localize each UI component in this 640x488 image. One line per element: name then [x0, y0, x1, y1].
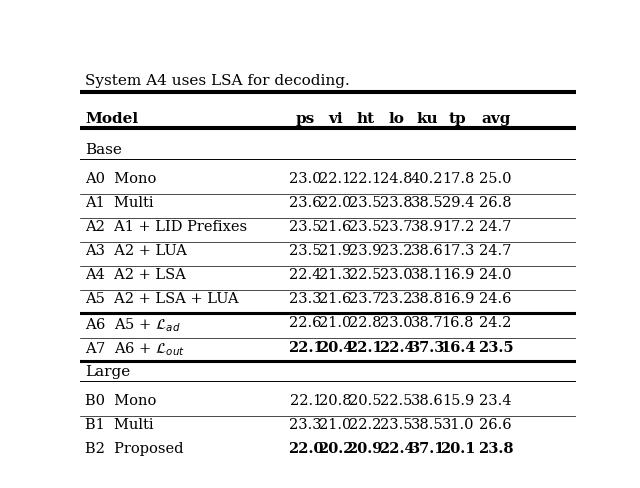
Text: 17.3: 17.3 — [442, 244, 474, 258]
Text: 24.0: 24.0 — [479, 268, 512, 283]
Text: 21.0: 21.0 — [319, 317, 351, 330]
Text: 21.9: 21.9 — [319, 244, 351, 258]
Text: 16.9: 16.9 — [442, 268, 474, 283]
Text: 16.4: 16.4 — [440, 341, 476, 354]
Text: 23.2: 23.2 — [380, 244, 413, 258]
Text: ps: ps — [296, 112, 316, 126]
Text: 23.3: 23.3 — [289, 418, 322, 432]
Text: 22.1: 22.1 — [349, 172, 381, 186]
Text: 24.2: 24.2 — [479, 317, 512, 330]
Text: A3  A2 + LUA: A3 A2 + LUA — [85, 244, 187, 258]
Text: 37.1: 37.1 — [410, 442, 445, 456]
Text: 21.0: 21.0 — [319, 418, 351, 432]
Text: 20.9: 20.9 — [348, 442, 383, 456]
Text: 38.6: 38.6 — [411, 244, 444, 258]
Text: ku: ku — [417, 112, 438, 126]
Text: 22.8: 22.8 — [349, 317, 381, 330]
Text: 23.6: 23.6 — [289, 196, 322, 210]
Text: Large: Large — [85, 365, 130, 379]
Text: 21.6: 21.6 — [319, 292, 351, 306]
Text: 23.0: 23.0 — [289, 172, 322, 186]
Text: 22.1: 22.1 — [289, 394, 322, 408]
Text: 22.0: 22.0 — [319, 196, 352, 210]
Text: 24.7: 24.7 — [479, 220, 512, 234]
Text: 23.7: 23.7 — [349, 292, 381, 306]
Text: 23.5: 23.5 — [478, 341, 513, 354]
Text: 20.8: 20.8 — [319, 394, 352, 408]
Text: A1  Multi: A1 Multi — [85, 196, 154, 210]
Text: tp: tp — [449, 112, 467, 126]
Text: 26.6: 26.6 — [479, 418, 512, 432]
Text: 20.5: 20.5 — [349, 394, 381, 408]
Text: Model: Model — [85, 112, 138, 126]
Text: 22.4: 22.4 — [379, 341, 414, 354]
Text: 22.5: 22.5 — [380, 394, 413, 408]
Text: 23.5: 23.5 — [289, 244, 322, 258]
Text: 38.1: 38.1 — [411, 268, 444, 283]
Text: 38.5: 38.5 — [411, 418, 444, 432]
Text: 24.8: 24.8 — [380, 172, 413, 186]
Text: 22.4: 22.4 — [379, 442, 414, 456]
Text: 23.7: 23.7 — [380, 220, 413, 234]
Text: avg: avg — [481, 112, 510, 126]
Text: B0  Mono: B0 Mono — [85, 394, 156, 408]
Text: 23.2: 23.2 — [380, 292, 413, 306]
Text: 22.0: 22.0 — [288, 442, 323, 456]
Text: 22.1: 22.1 — [348, 341, 383, 354]
Text: 23.4: 23.4 — [479, 394, 512, 408]
Text: A4  A2 + LSA: A4 A2 + LSA — [85, 268, 186, 283]
Text: Base: Base — [85, 142, 122, 157]
Text: 22.1: 22.1 — [319, 172, 351, 186]
Text: 23.5: 23.5 — [349, 220, 381, 234]
Text: 21.6: 21.6 — [319, 220, 351, 234]
Text: 20.4: 20.4 — [317, 341, 353, 354]
Text: ht: ht — [356, 112, 374, 126]
Text: 22.6: 22.6 — [289, 317, 322, 330]
Text: 17.2: 17.2 — [442, 220, 474, 234]
Text: 23.8: 23.8 — [380, 196, 413, 210]
Text: 22.1: 22.1 — [288, 341, 324, 354]
Text: 17.8: 17.8 — [442, 172, 474, 186]
Text: 20.2: 20.2 — [317, 442, 353, 456]
Text: 38.8: 38.8 — [411, 292, 444, 306]
Text: 21.3: 21.3 — [319, 268, 351, 283]
Text: B1  Multi: B1 Multi — [85, 418, 154, 432]
Text: 23.8: 23.8 — [478, 442, 513, 456]
Text: 25.0: 25.0 — [479, 172, 512, 186]
Text: B2  Proposed: B2 Proposed — [85, 442, 184, 456]
Text: 23.9: 23.9 — [349, 244, 381, 258]
Text: 15.9: 15.9 — [442, 394, 474, 408]
Text: 24.6: 24.6 — [479, 292, 512, 306]
Text: 31.0: 31.0 — [442, 418, 474, 432]
Text: 26.8: 26.8 — [479, 196, 512, 210]
Text: System A4 uses LSA for decoding.: System A4 uses LSA for decoding. — [85, 74, 349, 87]
Text: 37.3: 37.3 — [410, 341, 445, 354]
Text: 16.8: 16.8 — [442, 317, 474, 330]
Text: 16.9: 16.9 — [442, 292, 474, 306]
Text: 23.0: 23.0 — [380, 268, 413, 283]
Text: A6  A5 + $\mathcal{L}_{ad}$: A6 A5 + $\mathcal{L}_{ad}$ — [85, 317, 180, 334]
Text: 22.5: 22.5 — [349, 268, 381, 283]
Text: 20.1: 20.1 — [440, 442, 476, 456]
Text: 38.9: 38.9 — [411, 220, 444, 234]
Text: A5  A2 + LSA + LUA: A5 A2 + LSA + LUA — [85, 292, 239, 306]
Text: 22.2: 22.2 — [349, 418, 381, 432]
Text: 22.4: 22.4 — [289, 268, 322, 283]
Text: A7  A6 + $\mathcal{L}_{out}$: A7 A6 + $\mathcal{L}_{out}$ — [85, 341, 185, 358]
Text: vi: vi — [328, 112, 343, 126]
Text: 40.2: 40.2 — [411, 172, 444, 186]
Text: 38.7: 38.7 — [411, 317, 444, 330]
Text: 38.5: 38.5 — [411, 196, 444, 210]
Text: A2  A1 + LID Prefixes: A2 A1 + LID Prefixes — [85, 220, 247, 234]
Text: 23.5: 23.5 — [289, 220, 322, 234]
Text: 23.5: 23.5 — [380, 418, 413, 432]
Text: 23.3: 23.3 — [289, 292, 322, 306]
Text: 23.5: 23.5 — [349, 196, 381, 210]
Text: A0  Mono: A0 Mono — [85, 172, 156, 186]
Text: 24.7: 24.7 — [479, 244, 512, 258]
Text: lo: lo — [388, 112, 404, 126]
Text: 38.6: 38.6 — [411, 394, 444, 408]
Text: 29.4: 29.4 — [442, 196, 474, 210]
Text: 23.0: 23.0 — [380, 317, 413, 330]
